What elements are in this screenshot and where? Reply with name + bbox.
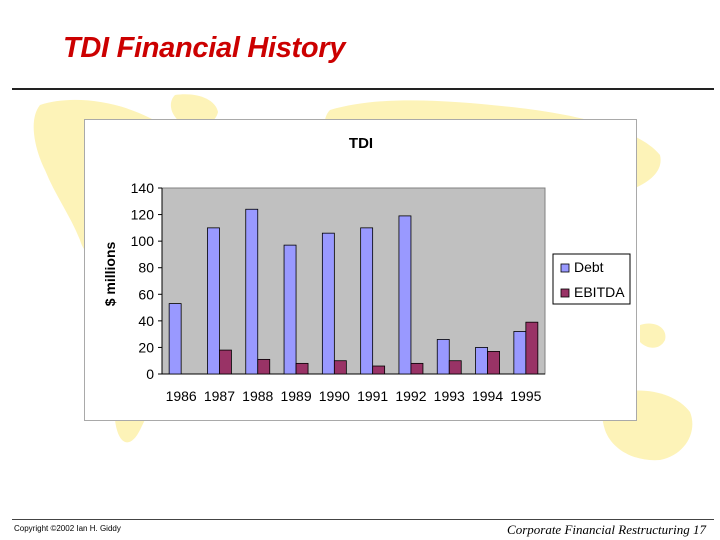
chart-frame: TDI $ millions 0 20 40 60 80 100 120 140 1986 198… — [84, 119, 637, 421]
ebitda-bar — [487, 351, 500, 375]
debt-bar — [245, 208, 259, 375]
debt-bar — [168, 303, 182, 375]
y-tick-label: 120 — [131, 207, 155, 223]
slide-title: TDI Financial History — [63, 32, 346, 64]
debt-bar — [207, 227, 220, 375]
y-tick-label: 80 — [138, 260, 154, 276]
ebitda-bar — [448, 360, 462, 375]
title-divider — [12, 88, 714, 90]
footer-divider — [12, 519, 714, 520]
x-tick-label: 1993 — [434, 388, 465, 404]
debt-bar — [436, 339, 450, 375]
x-tick-label: 1991 — [357, 388, 388, 404]
legend-swatch-ebitda — [560, 288, 570, 298]
ebitda-bar — [219, 349, 232, 375]
debt-bar — [475, 347, 488, 375]
y-tick-label: 60 — [138, 286, 154, 302]
x-tick-label: 1990 — [319, 388, 350, 404]
x-tick-label: 1994 — [472, 388, 503, 404]
legend-swatch-debt — [560, 263, 570, 273]
copyright-text: Copyright ©2002 Ian H. Giddy — [14, 524, 121, 533]
bar-chart: TDI $ millions 0 20 40 60 80 100 120 140 1986 198… — [102, 135, 631, 404]
course-label: Corporate Financial Restructuring 17 — [507, 522, 706, 537]
debt-bar — [360, 227, 374, 375]
y-tick-label: 140 — [131, 180, 155, 196]
ebitda-bar — [372, 365, 386, 375]
x-tick-label: 1989 — [280, 388, 311, 404]
y-tick-label: 0 — [146, 366, 154, 382]
y-tick-label: 20 — [138, 339, 154, 355]
y-tick-label: 100 — [131, 233, 155, 249]
chart-title: TDI — [349, 135, 373, 152]
x-tick-label: 1995 — [510, 388, 541, 404]
debt-bar — [398, 215, 412, 375]
x-tick-label: 1986 — [166, 388, 197, 404]
map-southeast-asia — [640, 323, 666, 348]
debt-bar — [283, 244, 297, 375]
legend-label-debt: Debt — [574, 259, 604, 275]
map-greenland — [170, 94, 218, 127]
x-tick-label: 1992 — [395, 388, 426, 404]
y-tick-label: 40 — [138, 313, 154, 329]
debt-bar — [513, 331, 527, 375]
x-tick-label: 1988 — [242, 388, 273, 404]
ebitda-bar — [295, 362, 309, 375]
ebitda-bar — [525, 321, 539, 375]
ebitda-bar — [333, 360, 347, 375]
legend-label-ebitda: EBITDA — [574, 284, 625, 300]
y-axis-label: $ millions — [102, 242, 118, 307]
plot-area — [161, 187, 546, 375]
x-tick-label: 1987 — [204, 388, 235, 404]
debt-bar — [321, 232, 335, 375]
ebitda-bar — [410, 362, 424, 375]
ebitda-bar — [257, 358, 271, 375]
